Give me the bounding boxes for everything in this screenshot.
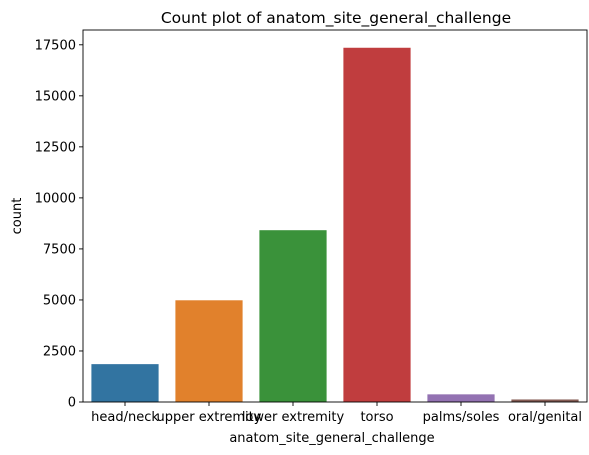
- plot-frame: [82, 29, 588, 403]
- bar-lower-extremity: [259, 230, 327, 402]
- bar-palms-soles: [427, 394, 495, 402]
- chart-title: Count plot of anatom_site_general_challe…: [161, 9, 511, 28]
- x-tick-label: oral/genital: [508, 410, 582, 425]
- x-tick-label: lower extremity: [242, 410, 345, 425]
- y-tick-label: 10000: [35, 191, 76, 206]
- x-tick-label: torso: [360, 410, 393, 425]
- bar-oral-genital: [511, 399, 579, 402]
- x-tick-label: head/neck: [91, 410, 159, 425]
- y-tick-label: 0: [68, 396, 76, 411]
- y-tick-label: 15000: [35, 89, 76, 104]
- bar-upper-extremity: [175, 300, 243, 402]
- y-tick-label: 17500: [35, 38, 76, 53]
- y-tick-label: 12500: [35, 140, 76, 155]
- y-tick-label: 7500: [43, 242, 76, 257]
- y-tick-label: 2500: [43, 344, 76, 359]
- y-tick-label: 5000: [43, 293, 76, 308]
- bar-head-neck: [91, 364, 159, 402]
- y-axis-label: count: [10, 198, 25, 235]
- bars-group: [91, 47, 579, 402]
- x-tick-label: palms/soles: [423, 410, 500, 425]
- y-axis: 0 2500 5000 7500 10000 12500 15000 17500: [35, 38, 83, 411]
- x-tick-label: upper extremity: [157, 410, 262, 425]
- bar-torso: [343, 47, 411, 402]
- x-axis-label: anatom_site_general_challenge: [229, 431, 434, 446]
